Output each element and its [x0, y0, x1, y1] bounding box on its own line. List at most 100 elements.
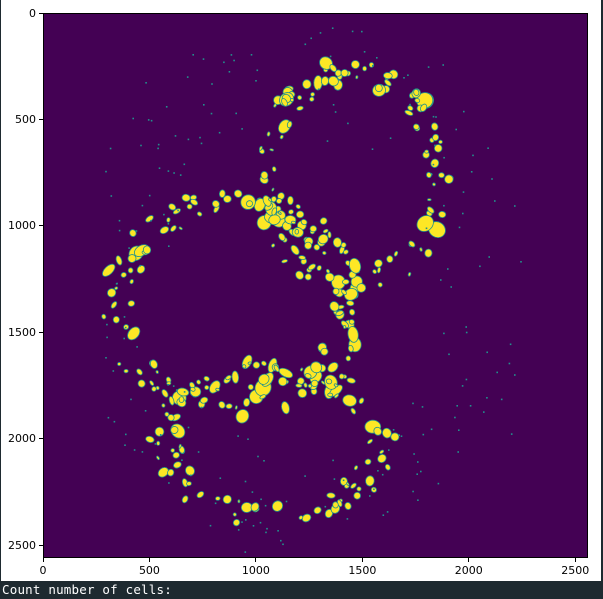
x-tick-label: 2000 — [454, 564, 483, 577]
mask-blob — [329, 301, 340, 312]
mask-blob — [342, 394, 357, 407]
mask-speck — [432, 115, 435, 118]
mask-blob — [344, 502, 352, 510]
mask-blob — [304, 241, 313, 250]
mask-speck — [463, 110, 465, 113]
mask-speck — [455, 128, 457, 131]
mask-blob — [101, 313, 107, 320]
mask-speck — [332, 459, 334, 462]
mask-blob — [356, 283, 367, 293]
mask-speck — [382, 514, 385, 516]
mask-speck — [202, 58, 205, 60]
mask-blob — [225, 375, 232, 381]
mask-blob — [374, 259, 383, 268]
mask-blob — [247, 384, 254, 391]
mask-speck — [514, 374, 516, 376]
mask-speck — [377, 470, 379, 472]
mask-speck — [118, 229, 121, 232]
mask-blob — [320, 76, 330, 86]
mask-blob — [327, 362, 339, 373]
mask-blob — [246, 200, 253, 208]
mask-blob — [196, 211, 203, 217]
y-tick-label: 2000 — [8, 432, 36, 446]
mask-blob — [186, 203, 193, 210]
mask-speck — [105, 357, 107, 359]
mask-blob — [271, 166, 277, 172]
mask-blob — [432, 133, 440, 142]
mask-blob — [386, 255, 394, 263]
mask-blob — [258, 373, 270, 385]
mask-speck — [417, 461, 419, 463]
mask-blob — [145, 435, 155, 443]
mask-speck — [371, 148, 374, 150]
mask-speck — [425, 227, 428, 230]
mask-blob — [353, 491, 362, 500]
mask-blob — [346, 481, 350, 487]
mask-speck — [388, 449, 390, 451]
mask-speck — [509, 343, 512, 346]
mask-speck — [214, 502, 217, 505]
mask-blob — [172, 451, 180, 459]
mask-blob — [211, 200, 220, 208]
mask-speck — [257, 455, 259, 458]
mask-blob — [117, 361, 122, 367]
mask-speck — [462, 212, 464, 215]
mask-blob — [287, 195, 294, 206]
mask-speck — [462, 191, 465, 193]
mask-speck — [211, 83, 213, 85]
mask-speck — [416, 473, 418, 475]
mask-speck — [496, 371, 498, 374]
mask-speck — [145, 82, 147, 84]
mask-speck — [331, 27, 334, 29]
x-tick-label: 2500 — [561, 564, 590, 577]
mask-blob — [430, 158, 440, 168]
mask-blob — [259, 145, 263, 151]
mask-speck — [472, 154, 474, 157]
mask-blob — [291, 220, 296, 225]
mask-blob — [271, 207, 277, 216]
mask-speck — [148, 194, 151, 197]
mask-blob — [218, 189, 226, 198]
mask-blob — [271, 187, 275, 192]
mask-speck — [434, 144, 436, 147]
mask-speck — [351, 30, 354, 33]
mask-speck — [150, 219, 152, 222]
mask-speck — [456, 405, 458, 407]
mask-speck — [372, 64, 374, 67]
mask-blob — [185, 465, 195, 476]
mask-blob — [233, 189, 243, 198]
mask-speck — [361, 30, 363, 33]
mask-speck — [200, 406, 203, 409]
y-tick-mark — [39, 331, 43, 333]
mask-blob — [218, 401, 226, 409]
mask-speck — [173, 172, 175, 174]
mask-blob — [149, 380, 155, 386]
mask-speck — [210, 112, 213, 115]
mask-speck — [392, 429, 395, 431]
mask-blob — [379, 449, 385, 455]
mask-speck — [186, 76, 189, 78]
x-tick-label: 500 — [138, 564, 160, 577]
mask-blob — [327, 231, 332, 239]
mask-blob — [151, 386, 157, 392]
mask-blob — [311, 379, 319, 388]
mask-speck — [469, 405, 472, 407]
mask-blob — [110, 301, 118, 309]
mask-speck — [209, 524, 212, 527]
mask-speck — [158, 167, 161, 169]
mask-blob — [355, 75, 359, 80]
mask-blob — [348, 319, 355, 325]
mask-speck — [461, 385, 464, 387]
mask-blob — [170, 448, 175, 453]
mask-blob — [344, 288, 358, 301]
mask-blob — [215, 387, 220, 392]
mask-speck — [241, 521, 243, 523]
mask-blob — [327, 392, 334, 397]
mask-blob — [115, 255, 123, 266]
mask-blob — [303, 382, 308, 388]
mask-blob — [286, 120, 293, 129]
mask-speck — [334, 111, 337, 113]
mask-speck — [430, 428, 433, 431]
mask-speck — [465, 378, 468, 381]
mask-speck — [465, 331, 468, 334]
